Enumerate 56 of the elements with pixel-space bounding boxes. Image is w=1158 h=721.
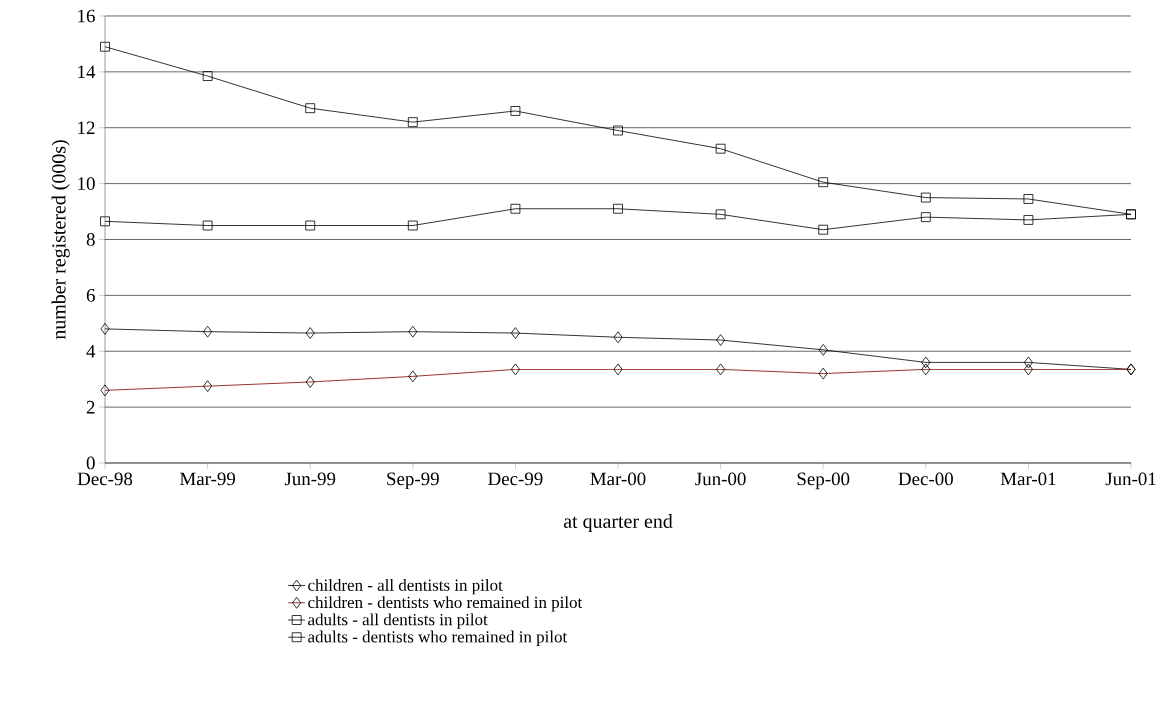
point	[920, 212, 931, 223]
point	[921, 356, 931, 369]
y-axis-title: number registered (000s)	[51, 140, 70, 340]
point	[510, 106, 521, 116]
point	[920, 192, 931, 203]
point	[818, 343, 828, 356]
point	[408, 325, 418, 338]
y-tick-label: 6	[86, 289, 95, 302]
x-axis-title: at quarter end	[563, 513, 673, 533]
point	[203, 325, 213, 338]
point	[1023, 194, 1034, 204]
x-tick-label: Dec-00	[898, 472, 953, 486]
point	[407, 117, 418, 128]
point	[202, 71, 213, 81]
y-tick-label: 2	[86, 400, 95, 414]
point	[818, 224, 829, 235]
x-tick-label: Mar-01	[1000, 472, 1056, 486]
legend-label: adults - dentists who remained in pilot	[308, 630, 568, 646]
legend-label: children - dentists who remained in pilot	[308, 596, 583, 612]
point	[716, 334, 726, 346]
x-tick-label: Mar-99	[179, 472, 236, 486]
point	[613, 203, 623, 214]
point	[100, 41, 110, 52]
point	[818, 177, 829, 188]
point	[613, 331, 623, 344]
point	[305, 103, 316, 114]
point	[715, 209, 726, 220]
y-tick-label: 8	[86, 233, 95, 246]
point	[100, 216, 110, 227]
point	[305, 327, 315, 339]
y-tick-label: 16	[78, 9, 95, 23]
point	[407, 220, 418, 231]
point	[305, 220, 316, 231]
y-tick-label: 0	[86, 456, 95, 470]
y-tick-label: 14	[78, 65, 96, 79]
legend-label: adults - all dentists in pilot	[308, 613, 488, 629]
point	[510, 327, 520, 339]
x-tick-label: Mar-00	[590, 472, 646, 486]
x-tick-label: Dec-99	[488, 472, 543, 486]
legend-label: children - all dentists in pilot	[308, 578, 503, 595]
x-tick-label: Jun-01	[1105, 472, 1156, 486]
point	[1023, 356, 1033, 369]
point	[510, 203, 521, 214]
point	[613, 125, 623, 136]
point	[100, 323, 110, 335]
x-tick-label: Sep-99	[387, 472, 439, 490]
point	[1023, 215, 1034, 225]
y-tick-label: 12	[78, 121, 95, 134]
x-tick-label: Dec-98	[77, 472, 133, 486]
x-tick-label: Sep-00	[797, 472, 850, 490]
x-tick-label: Jun-99	[284, 472, 336, 486]
y-tick-label: 10	[78, 177, 95, 190]
point	[202, 220, 213, 231]
y-tick-label: 4	[86, 345, 96, 358]
point	[715, 143, 726, 154]
x-tick-label: Jun-00	[695, 472, 746, 486]
